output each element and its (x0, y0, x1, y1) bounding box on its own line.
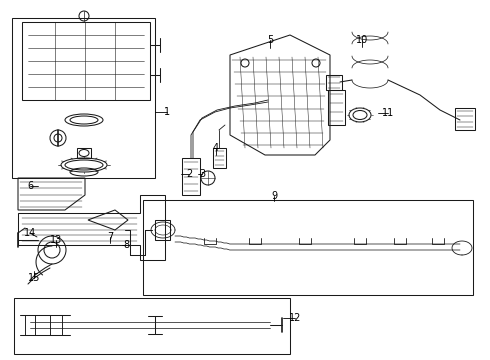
Text: 4: 4 (213, 143, 219, 153)
Text: 7: 7 (107, 232, 113, 242)
Text: 14: 14 (24, 228, 36, 238)
Text: 2: 2 (186, 169, 192, 179)
Text: 10: 10 (356, 35, 368, 45)
Text: 3: 3 (199, 169, 205, 179)
Text: 13: 13 (50, 235, 62, 245)
Text: 15: 15 (28, 273, 40, 283)
Text: 8: 8 (123, 240, 129, 250)
Text: 6: 6 (27, 181, 33, 191)
Text: 9: 9 (271, 191, 277, 201)
Text: 12: 12 (289, 313, 301, 323)
Text: 1: 1 (164, 107, 170, 117)
Text: 11: 11 (382, 108, 394, 118)
Text: 5: 5 (267, 35, 273, 45)
